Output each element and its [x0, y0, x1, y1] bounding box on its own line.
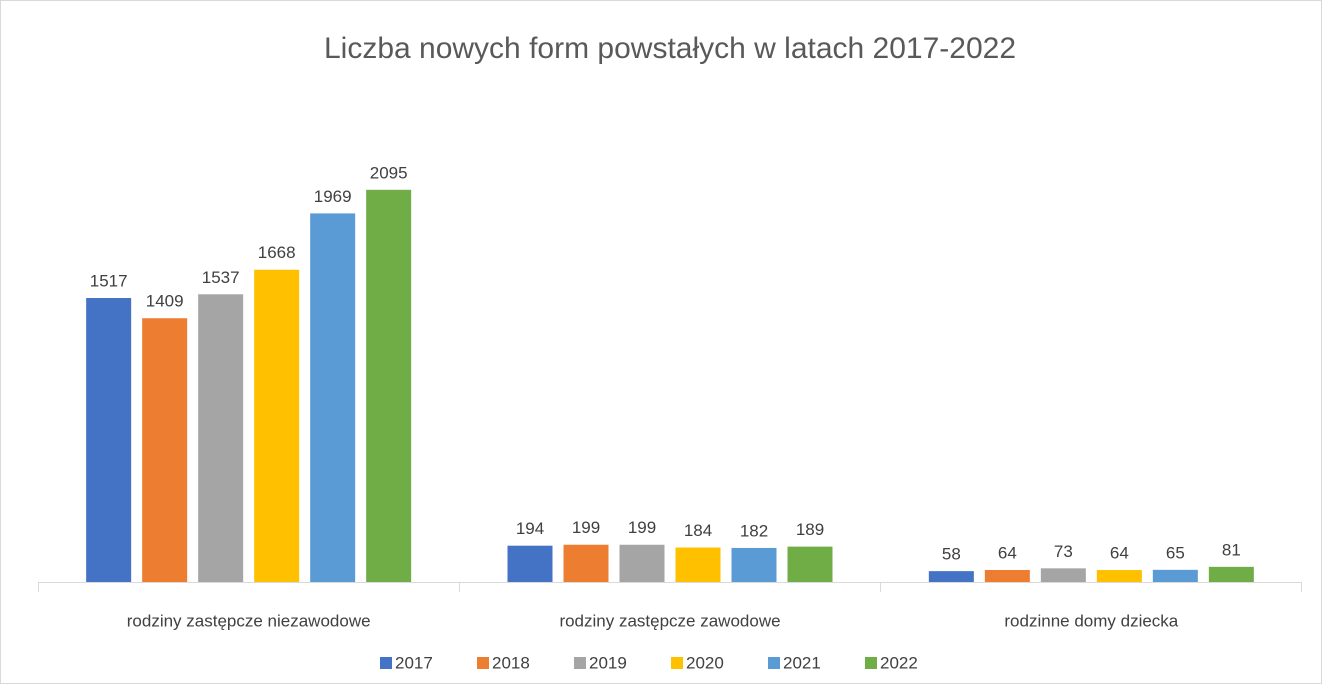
legend-label: 2021 — [783, 653, 821, 672]
bar — [1152, 569, 1198, 582]
x-tick-label: rodziny zastępcze zawodowe — [559, 611, 780, 630]
bar — [142, 318, 188, 582]
bar — [675, 547, 721, 582]
data-label: 2095 — [370, 163, 408, 182]
bar — [928, 571, 974, 582]
x-tick-label: rodziny zastępcze niezawodowe — [127, 611, 371, 630]
data-label: 81 — [1222, 540, 1241, 559]
bar — [984, 570, 1030, 582]
bar — [86, 298, 132, 582]
legend-swatch — [380, 657, 392, 669]
data-label: 199 — [572, 518, 600, 537]
data-label: 182 — [740, 521, 768, 540]
bar — [254, 269, 300, 582]
data-label: 194 — [516, 519, 544, 538]
data-label: 1517 — [90, 272, 128, 291]
data-label: 189 — [796, 520, 824, 539]
data-label: 1537 — [202, 268, 240, 287]
category-separators — [38, 582, 1302, 592]
bar — [366, 189, 412, 583]
bar — [1096, 570, 1142, 582]
legend-swatch — [574, 657, 586, 669]
legend-swatch — [671, 657, 683, 669]
data-label: 73 — [1054, 542, 1073, 561]
bar — [1040, 568, 1086, 582]
data-label: 1969 — [314, 187, 352, 206]
legend-label: 2022 — [880, 653, 918, 672]
bar — [507, 545, 553, 582]
data-label: 64 — [1110, 544, 1129, 563]
bar — [563, 544, 609, 582]
bar — [310, 213, 356, 582]
data-label: 58 — [942, 545, 961, 564]
legend-swatch — [865, 657, 877, 669]
legend-swatch — [768, 657, 780, 669]
legend-swatch — [477, 657, 489, 669]
data-label: 1668 — [258, 243, 296, 262]
legend-label: 2018 — [492, 653, 530, 672]
bar — [1208, 566, 1254, 582]
bar — [619, 544, 665, 582]
x-tick-label: rodzinne domy dziecka — [1004, 611, 1178, 630]
chart-title: Liczba nowych form powstałych w latach 2… — [324, 32, 1016, 65]
data-label: 1409 — [146, 292, 184, 311]
data-label: 65 — [1166, 543, 1185, 562]
data-label: 199 — [628, 518, 656, 537]
bar — [787, 546, 833, 582]
legend-label: 2020 — [686, 653, 724, 672]
data-label: 64 — [998, 544, 1017, 563]
bar — [198, 294, 244, 582]
data-label: 184 — [684, 521, 712, 540]
legend-label: 2017 — [395, 653, 433, 672]
bar — [731, 547, 777, 582]
legend-label: 2019 — [589, 653, 627, 672]
